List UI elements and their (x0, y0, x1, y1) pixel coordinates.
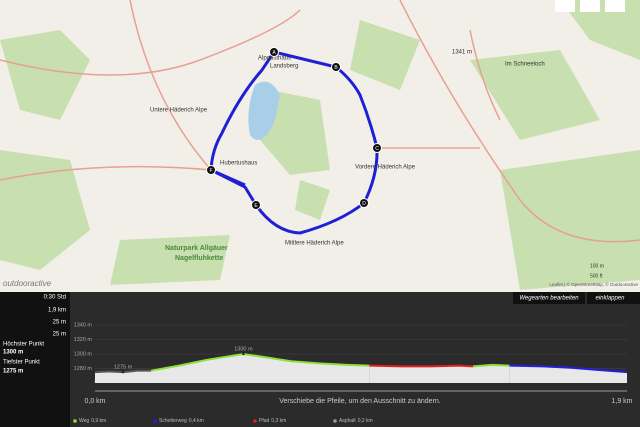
profile-line (472, 363, 510, 368)
legend-swatch (253, 419, 257, 423)
legend-swatch (333, 419, 337, 423)
legend-length: 0,4 km (189, 418, 204, 424)
stats-panel (0, 292, 70, 427)
area-label: Im Schneeloch (505, 62, 545, 68)
poi-label: Untere Häderich Alpe (150, 108, 208, 114)
lake (248, 81, 280, 140)
waypoint (269, 47, 279, 57)
range-label: 1,9 km (611, 398, 632, 405)
y-tick-label: 1340 m (74, 322, 93, 328)
poi-label: Landsberg (270, 64, 298, 70)
edit-button-label: Wegearten bearbeiten (519, 296, 579, 302)
legend-label: Weg 0,9 km (79, 418, 106, 424)
profile-area (473, 364, 510, 383)
edit-button[interactable] (513, 292, 585, 304)
collapse-button-label: einklappen (595, 296, 625, 302)
waypoint (331, 62, 341, 72)
profile-area (151, 354, 370, 383)
annotation-dot (121, 370, 125, 374)
poi-label: Hubertushaus (220, 161, 257, 167)
waypoint (206, 165, 216, 175)
road (0, 0, 640, 243)
waypoint-label: B (334, 65, 338, 71)
profile-area (369, 365, 473, 383)
profile-line (150, 352, 370, 372)
panel (0, 292, 640, 427)
legend-name: Schotterweg (159, 418, 187, 424)
range-hint: Verschiebe die Pfeile, um den Ausschnitt… (279, 398, 441, 405)
stat-value: 1275 m (3, 369, 23, 375)
stat-value: 25 m (53, 320, 66, 326)
poi-label: Alpgasthaus (258, 56, 291, 62)
annotation-label: 1275 m (114, 365, 133, 371)
park-label: Naturpark Allgäuer (165, 245, 228, 252)
scale-label: 100 m (590, 263, 604, 269)
attribution: Leaflet | © OpenStreetMap, © Outdooracti… (549, 281, 638, 287)
stat-value: 25 m (53, 332, 66, 338)
profile-line (509, 364, 628, 374)
range-label: 0,0 km (84, 398, 105, 405)
y-tick-label: 1300 m (74, 351, 93, 357)
legend-length: 0,3 km (271, 418, 286, 424)
profile-area (95, 370, 151, 383)
annotation-dot (242, 352, 245, 356)
waypoint (251, 200, 261, 210)
stat-label: Tiefster Punkt (3, 360, 40, 366)
waypoint (359, 198, 369, 208)
legend-label: Asphalt 0,2 km (339, 418, 373, 424)
poi-label: Mittlere Häderich Alpe (285, 241, 344, 247)
waypoint-label: C (375, 146, 379, 152)
map[interactable]: Alpgasthaus Landsberg Untere Häderich Al… (0, 0, 640, 292)
stat-label: Höchster Punkt (3, 342, 44, 348)
waypoint-label: D (362, 201, 366, 207)
waypoint-label: F (209, 168, 212, 174)
legend-length: 0,9 km (91, 418, 106, 424)
legend-swatch (153, 419, 157, 423)
waypoint (372, 143, 382, 153)
y-tick-label: 1280 m (74, 366, 93, 372)
collapse-button[interactable] (587, 292, 640, 304)
stat-value: 0:30 Std (44, 295, 66, 301)
stat-value: 1300 m (3, 350, 23, 356)
legend-name: Pfad (259, 418, 270, 424)
stat-value: 1,9 km (48, 308, 66, 314)
logo: outdooractive (3, 279, 52, 288)
profile-line (369, 364, 474, 368)
legend-label: Pfad 0,3 km (259, 418, 286, 424)
waypoint-label: E (254, 203, 258, 209)
annotation-label: 1300 m (234, 346, 253, 352)
scale-label: 500 ft (590, 273, 603, 279)
map-button[interactable] (580, 0, 600, 12)
legend-name: Weg (79, 418, 89, 424)
legend-label: Schotterweg 0,4 km (159, 418, 204, 424)
peak-label: 1341 m (452, 50, 472, 56)
map-button[interactable] (555, 0, 575, 12)
legend-name: Asphalt (339, 418, 356, 424)
forest (0, 0, 640, 290)
y-tick-label: 1320 m (74, 337, 93, 343)
waypoint-label: A (272, 50, 276, 56)
route (209, 50, 379, 235)
legend-swatch (73, 419, 77, 423)
poi-label: Vordere Häderich Alpe (355, 165, 416, 171)
map-button[interactable] (605, 0, 625, 12)
park-label: Nagelfluhkette (175, 255, 223, 262)
legend-length: 0,2 km (358, 418, 373, 424)
